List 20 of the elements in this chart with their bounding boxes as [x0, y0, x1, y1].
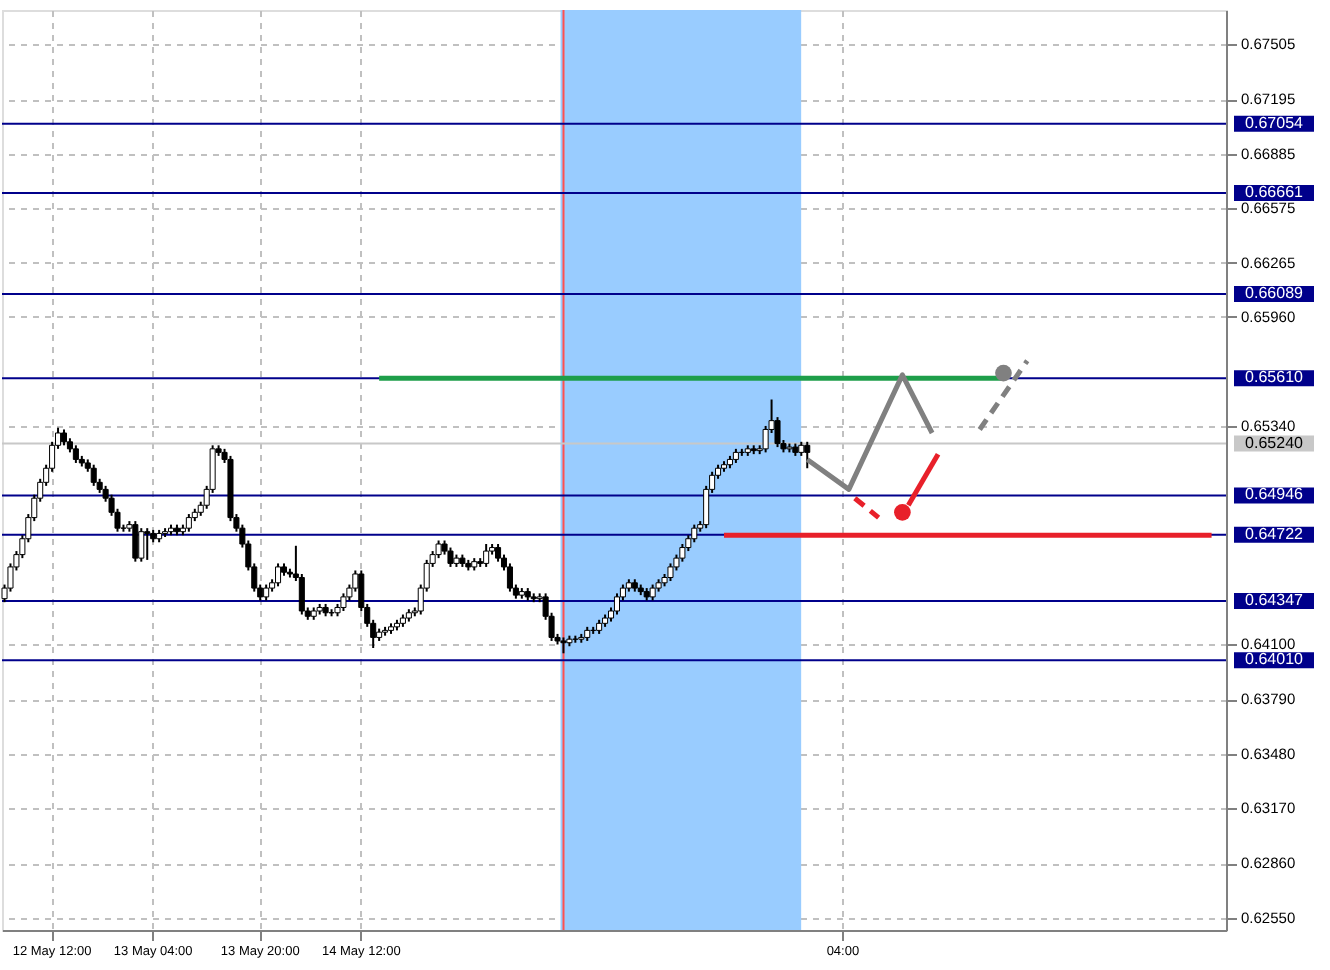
ref-line-label: 0.65610 — [1245, 368, 1305, 387]
ref-line-label: 0.67054 — [1245, 113, 1305, 132]
candlestick — [447, 546, 454, 568]
ref-line-label: 0.64946 — [1245, 485, 1305, 504]
ref-line-label: 0.66089 — [1245, 283, 1305, 302]
line-series — [804, 372, 935, 492]
ref-line-label: 0.64010 — [1245, 650, 1305, 669]
candlestick — [90, 463, 97, 487]
candlestick — [132, 520, 139, 563]
ref-line-label: 0.64347 — [1245, 590, 1305, 609]
candlestick — [144, 527, 151, 561]
candlestick — [506, 562, 513, 593]
candlestick — [275, 562, 282, 588]
ref-line-label: 0.66661 — [1245, 183, 1305, 202]
ref-line-label: 0.65240 — [1245, 433, 1305, 452]
candlestick — [483, 543, 490, 568]
candlestick — [138, 527, 145, 563]
ref-line-label: 0.64722 — [1245, 524, 1305, 543]
candlestick — [804, 440, 811, 470]
candlestick — [613, 592, 620, 616]
